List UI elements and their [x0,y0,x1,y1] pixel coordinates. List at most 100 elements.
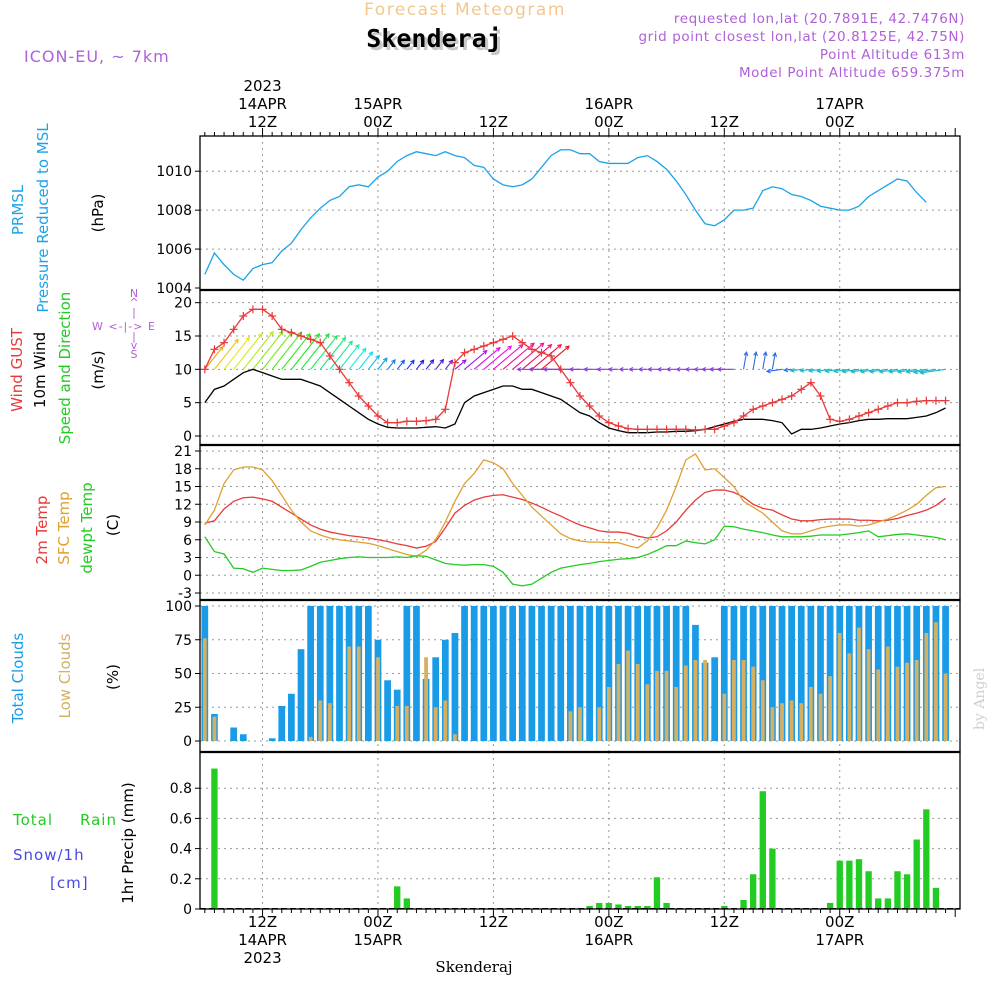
requested-lonlat: requested lon,lat (20.7891E, 42.7476N) [674,11,965,27]
grid-point-lonlat: grid point closest lon,lat (20.8125E, 42… [638,29,965,45]
low-clouds-bar [838,633,842,741]
low-clouds-bar [780,703,784,741]
ytick-label-4-0: 0 [183,902,192,918]
ytick-label-2-4: 9 [183,515,192,531]
wind-arrow [465,351,487,370]
precip-bar [865,871,871,909]
precip-unit: 1hr Precip (mm) [119,782,137,903]
total-clouds-bar [365,606,372,741]
pressure-unit: (hPa) [89,194,107,233]
low-clouds-bar [328,703,332,741]
wind-speed-line [205,369,946,434]
top-time-label-4-0: 12Z [710,113,739,131]
low-clouds-bar [309,737,313,741]
precip-bar [760,791,766,909]
precip-bar [740,900,746,909]
total-clouds-bar [461,606,468,741]
rain-label: Rain [80,811,117,829]
ytick-label-0-1: 1006 [156,242,192,258]
wind-arrow [263,332,293,370]
low-clouds-bar [751,667,755,741]
plot-layer: 100410061008101005101520-303691215182102… [156,77,960,967]
low-clouds-bar [443,701,447,742]
wind-arrow [253,332,283,370]
ytick-label-2-8: 21 [174,444,192,460]
bottom-time-label-0-1: 14APR [238,931,287,949]
precip-bars [211,769,939,909]
total-clouds-bar [230,728,237,742]
precip-bar [769,849,775,909]
top-time-label-1-1: 00Z [363,113,392,131]
precip-bar [923,809,929,909]
bottom-time-label-4-0: 12Z [710,913,739,931]
bottom-time-label-2-0: 12Z [479,913,508,931]
precip-bar [875,898,881,909]
low-clouds-bar [771,707,775,741]
ytick-label-2-5: 12 [174,497,192,513]
wind-arrow [339,345,358,370]
ytick-label-4-1: 0.2 [170,872,192,888]
total-clouds-bar [471,606,478,741]
bottom-time-label-5-1: 17APR [815,931,864,949]
top-time-label-5-1: 00Z [825,113,854,131]
panel-frame-4 [200,752,960,909]
location-title: Skenderaj [366,24,501,53]
wind-label: 10m Wind [31,332,49,408]
temp-labels: 2m Temp SFC Temp dewpt Temp (C) [33,482,122,573]
top-time-label-0-2: 12Z [248,113,277,131]
low-clouds-bar [867,649,871,741]
total-clouds-bar [452,633,459,741]
total-clouds-bar [519,606,526,741]
cm-label: [cm] [50,874,89,892]
ytick-label-2-6: 15 [174,480,192,496]
bottom-time-label-0-2: 2023 [243,949,281,967]
wind-dir-label: Speed and Direction [56,292,74,445]
low-clouds-bar [568,711,572,741]
precip-bar [394,886,400,909]
pressure-label-1: PRMSL [9,184,27,235]
low-clouds-bar [934,622,938,741]
total-clouds-bar [548,606,555,741]
precip-bar [211,769,217,909]
low-clouds-bar [722,694,726,741]
low-clouds-bar [655,671,659,741]
total-clouds-bar [269,738,276,741]
model-label: ICON-EU, ~ 7km [24,47,170,66]
ytick-label-2-2: 3 [183,551,192,567]
panel-frame-0 [200,136,960,290]
ytick-label-1-0: 0 [183,429,192,445]
total-clouds-bar [529,606,536,741]
ytick-label-4-3: 0.6 [170,811,192,827]
precip-bar [654,877,660,909]
low-clouds-bar [395,706,399,741]
point-altitude: Point Altitude 613m [820,47,965,63]
ytick-label-4-2: 0.4 [170,842,192,858]
total-clouds-bar [240,734,247,741]
low-clouds-bar [896,667,900,741]
total-clouds-bar [538,606,545,741]
t2m-label: 2m Temp [33,496,51,565]
low-clouds-bar [703,660,707,741]
dir-legend-3: W <-|-> E [92,320,156,333]
footer-location: Skenderaj [435,958,512,976]
gust-label: Wind GUST [8,327,26,412]
wind-labels: Wind GUST 10m Wind Speed and Direction (… [8,287,156,444]
bottom-time-label-3-1: 16APR [584,931,633,949]
cloud-unit: (%) [104,664,122,690]
total-clouds-bar [384,680,391,741]
ytick-label-0-2: 1008 [156,203,192,219]
precip-bar [933,888,939,909]
low-clouds-bar [376,657,380,741]
total-clouds-bar [336,606,343,741]
low-clouds-bar [213,717,217,741]
ytick-label-0-3: 1010 [156,164,192,180]
low-clouds-bar [453,734,457,741]
low-clouds-bar [318,701,322,742]
low-clouds-bar [799,703,803,741]
dir-legend-2: | [132,306,136,319]
dew-label: dewpt Temp [78,482,96,573]
low-clouds-bar [645,684,649,741]
total-clouds-bar [557,606,564,741]
ytick-label-1-4: 20 [174,296,192,312]
